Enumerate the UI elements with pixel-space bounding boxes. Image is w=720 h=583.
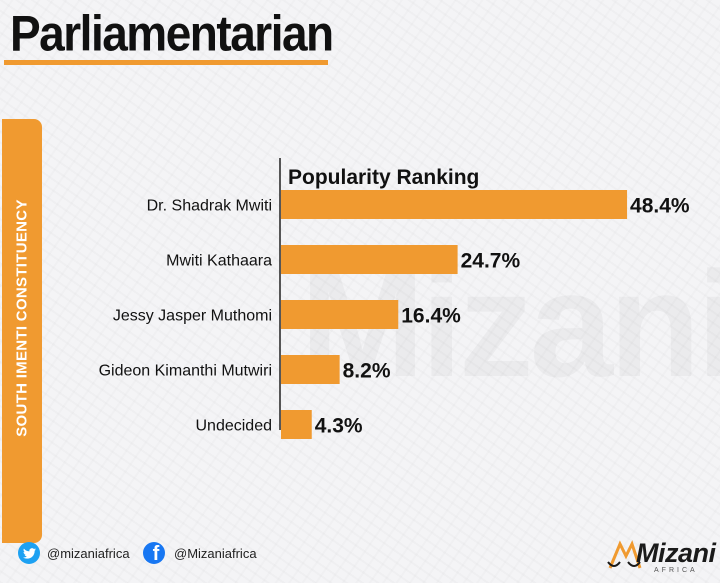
chart-title: Popularity Ranking (288, 166, 479, 189)
category-label-0: Dr. Shadrak Mwiti (147, 198, 272, 215)
value-label-3: 8.2% (343, 360, 391, 383)
bar-2 (281, 300, 399, 329)
twitter-handle[interactable]: @mizaniafrica (18, 540, 130, 566)
bar-0 (281, 190, 628, 219)
category-label-1: Mwiti Kathaara (166, 253, 272, 270)
constituency-banner (2, 119, 42, 543)
facebook-handle-text: @Mizaniafrica (174, 545, 257, 561)
brand-name: Mizani (636, 538, 716, 568)
category-label-2: Jessy Jasper Muthomi (113, 308, 272, 325)
twitter-handle-text: @mizaniafrica (47, 545, 130, 561)
facebook-icon: f (143, 542, 165, 564)
facebook-handle[interactable]: f @Mizaniafrica (143, 540, 257, 566)
bar-4 (281, 410, 312, 439)
category-label-4: Undecided (196, 418, 273, 435)
brand-subtitle: AFRICA (654, 567, 698, 574)
page-title: Parliamentarian (10, 5, 334, 62)
bar-3 (281, 355, 340, 384)
value-label-0: 48.4% (630, 195, 690, 218)
title-underline (4, 60, 328, 65)
mizani-logo: Mizani AFRICA (606, 538, 716, 578)
value-label-4: 4.3% (315, 415, 363, 438)
value-label-1: 24.7% (461, 250, 521, 273)
value-label-2: 16.4% (401, 305, 461, 328)
bar-1 (281, 245, 458, 274)
mizani-scale-icon (607, 540, 642, 569)
category-label-3: Gideon Kimanthi Mutwiri (99, 363, 272, 380)
twitter-icon (18, 542, 40, 564)
